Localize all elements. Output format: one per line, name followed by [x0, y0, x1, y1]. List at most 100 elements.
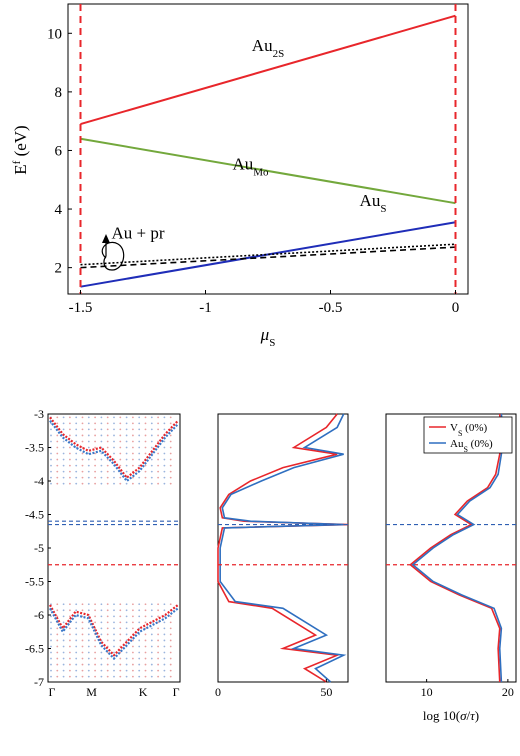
- panel-a-plot: [79, 4, 457, 294]
- band-dot: [113, 663, 115, 666]
- band-dot: [163, 669, 166, 672]
- band-dot: [100, 422, 103, 425]
- band-dot: [113, 428, 115, 431]
- band-dot: [132, 422, 134, 425]
- band-dot: [150, 458, 153, 461]
- band-dot: [100, 458, 103, 461]
- band-dot: [106, 422, 109, 425]
- band-dot: [125, 422, 128, 425]
- band-dot: [169, 663, 172, 666]
- band-dot: [132, 615, 134, 618]
- au-pr-arrow: [101, 238, 125, 271]
- band-dot: [100, 440, 103, 443]
- band-dot: [94, 645, 96, 648]
- band-dot: [50, 675, 52, 678]
- band-dot: [144, 416, 147, 419]
- band-dot: [125, 452, 128, 455]
- annotation-3: Au + pr: [111, 223, 164, 242]
- band-dot: [56, 675, 59, 678]
- band-dot: [150, 645, 153, 648]
- band-dot: [81, 633, 84, 636]
- band-dot: [56, 663, 59, 666]
- band-dot: [144, 428, 147, 431]
- band-dot: [94, 464, 96, 467]
- band-dot: [56, 669, 59, 672]
- band-dot: [87, 651, 90, 654]
- band-dot: [81, 645, 84, 648]
- band-dot: [106, 464, 109, 467]
- panel-b3-frame: [385, 413, 517, 683]
- band-dot: [62, 675, 65, 678]
- y-tick-label: 8: [55, 85, 63, 101]
- band-dot: [75, 458, 78, 461]
- kpoint-label: M: [86, 685, 97, 699]
- band-dot: [69, 428, 71, 431]
- band-dot: [56, 416, 59, 419]
- band-dot: [106, 470, 109, 473]
- band-dot: [119, 458, 122, 461]
- band-dot: [75, 464, 78, 467]
- band-dot: [87, 470, 90, 473]
- band-dot: [144, 663, 147, 666]
- band-dot: [106, 416, 109, 419]
- band-dot: [113, 609, 115, 612]
- band-dot: [144, 621, 147, 624]
- band-dot: [87, 639, 90, 642]
- band-dot: [69, 675, 71, 678]
- band-dot: [138, 609, 141, 612]
- band-dot: [163, 452, 166, 455]
- band-dot: [50, 657, 52, 660]
- band-dot: [144, 464, 147, 467]
- band-dot: [144, 615, 147, 618]
- band-dot: [144, 675, 147, 678]
- band-dot: [50, 621, 52, 624]
- band-dot: [125, 615, 128, 618]
- band-dot: [62, 416, 65, 419]
- band-dot: [157, 434, 160, 437]
- band-dot: [94, 458, 96, 461]
- band-dot: [138, 675, 141, 678]
- band-dot: [50, 663, 52, 666]
- band-dot: [94, 440, 96, 443]
- band-dot: [81, 476, 84, 479]
- band-dot: [125, 669, 128, 672]
- band-dot: [144, 645, 147, 648]
- band-dot: [138, 434, 141, 437]
- band-dot: [113, 476, 115, 479]
- y-tick-label: 2: [55, 261, 63, 277]
- band-dot: [62, 651, 65, 654]
- band-dot: [62, 446, 65, 449]
- band-dot: [50, 452, 52, 455]
- band-dot: [106, 639, 109, 642]
- band-dot: [87, 446, 90, 449]
- band-dot: [113, 639, 115, 642]
- band-dot: [119, 603, 122, 606]
- band-line-3: [49, 607, 179, 661]
- band-dot: [113, 669, 115, 672]
- band-dot: [113, 627, 115, 630]
- band-dot: [56, 482, 59, 485]
- band-dot: [125, 464, 128, 467]
- band-dot: [150, 434, 153, 437]
- x-tick-label: 50: [320, 685, 332, 699]
- band-dot: [157, 657, 160, 660]
- band-dot: [94, 470, 96, 473]
- band-dot: [94, 452, 96, 455]
- band-dot: [138, 639, 141, 642]
- band-dot: [132, 663, 134, 666]
- band-dot: [138, 482, 141, 485]
- band-dot: [100, 416, 103, 419]
- band-dot: [144, 434, 147, 437]
- band-dot: [62, 639, 65, 642]
- legend-label-aus: AuS (0%): [450, 438, 493, 454]
- band-dot: [62, 458, 65, 461]
- band-dot: [119, 639, 122, 642]
- band-dot: [138, 464, 141, 467]
- band-dot: [69, 663, 71, 666]
- band-dot: [138, 452, 141, 455]
- band-dot: [94, 663, 96, 666]
- band-dot: [157, 645, 160, 648]
- band-dot: [163, 633, 166, 636]
- band-dot: [132, 639, 134, 642]
- band-dot: [169, 675, 172, 678]
